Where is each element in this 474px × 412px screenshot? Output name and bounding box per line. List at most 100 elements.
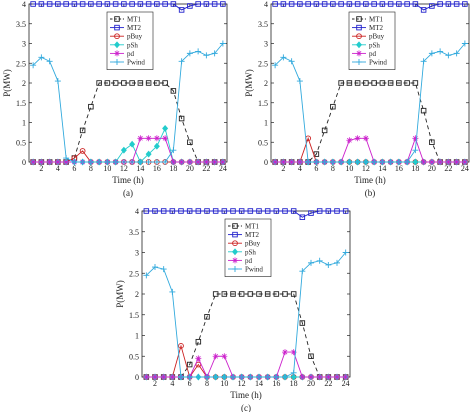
data-point-pwind <box>299 268 306 275</box>
y-tick-label: 0.5 <box>129 352 139 361</box>
legend-label-mt2: MT2 <box>369 24 384 32</box>
data-point-pwind <box>354 159 361 165</box>
data-point-pd <box>354 135 361 142</box>
legend-marker-psh <box>232 248 238 256</box>
y-tick-label: 3 <box>135 249 139 258</box>
y-axis-label: P(MW) <box>2 69 12 97</box>
legend-marker-pbuy <box>114 33 120 40</box>
data-point-mt1 <box>371 80 377 86</box>
data-point-mt2 <box>316 208 323 214</box>
x-tick-label: 16 <box>395 164 403 173</box>
data-point-psh <box>412 158 419 166</box>
data-point-pwind <box>282 374 288 380</box>
data-point-pd <box>178 159 185 165</box>
data-point-mt2 <box>282 208 288 214</box>
data-point-mt2 <box>55 1 61 7</box>
data-point-pwind <box>338 159 345 165</box>
data-point-psh <box>145 150 152 158</box>
legend-label-mt2: MT2 <box>245 231 260 239</box>
data-point-mt2 <box>396 1 402 7</box>
data-point-pd <box>437 159 444 165</box>
data-point-pwind <box>63 155 70 162</box>
legend-label-pbuy: pBuy <box>369 33 385 41</box>
data-point-mt2 <box>154 1 160 7</box>
y-tick-label: 0 <box>135 373 139 382</box>
data-point-pwind <box>212 374 219 380</box>
data-point-mt2 <box>203 1 210 7</box>
data-point-mt2 <box>38 1 45 7</box>
data-point-mt1 <box>387 80 394 86</box>
data-point-mt1 <box>178 115 185 122</box>
data-point-mt1 <box>412 80 419 86</box>
data-point-mt2 <box>462 1 468 7</box>
data-point-mt1 <box>256 291 262 297</box>
data-point-mt2 <box>330 1 336 7</box>
data-point-pwind <box>420 58 427 65</box>
data-point-mt2 <box>162 1 168 7</box>
data-point-mt1 <box>145 80 152 86</box>
data-point-pwind <box>203 52 210 59</box>
y-tick-label: 0.5 <box>258 138 268 147</box>
data-point-pd <box>412 135 419 142</box>
series-line-mt2 <box>146 210 346 218</box>
data-point-mt2 <box>313 1 320 7</box>
legend-label-psh: pSh <box>127 41 138 49</box>
data-point-pd <box>296 159 303 165</box>
y-tick-label: 0 <box>264 158 268 167</box>
data-point-mt2 <box>88 1 94 7</box>
data-point-mt1 <box>247 291 254 297</box>
legend-marker-psh <box>356 41 362 49</box>
x-tick-label: 12 <box>362 164 370 173</box>
data-point-mt2 <box>195 208 202 214</box>
data-point-pd <box>195 159 202 165</box>
data-point-pwind <box>221 374 228 380</box>
legend-label-psh: pSh <box>369 41 380 49</box>
legend-marker-pwind <box>232 266 238 272</box>
legend-marker-pd <box>356 50 362 57</box>
data-point-pwind <box>321 159 328 165</box>
data-point-mt2 <box>178 208 184 214</box>
data-point-pwind <box>195 374 202 380</box>
y-tick-label: 1 <box>22 119 26 128</box>
data-point-pwind <box>71 159 78 165</box>
data-point-mt2 <box>169 208 176 214</box>
data-point-mt1 <box>354 80 361 86</box>
chart-panel-1: 00.511.522.533.542 4 6 8 10 12 14 16 18 20 22 24Tim… <box>2 0 228 198</box>
data-point-pwind <box>404 159 411 165</box>
data-point-mt2 <box>211 1 218 7</box>
data-point-mt2 <box>342 208 349 214</box>
data-point-psh <box>162 124 169 132</box>
data-point-pwind <box>178 374 184 380</box>
data-point-pwind <box>371 159 378 165</box>
data-point-mt1 <box>170 88 177 94</box>
data-point-mt1 <box>204 314 210 320</box>
data-point-pwind <box>412 147 419 154</box>
data-point-mt1 <box>162 80 168 86</box>
data-point-pwind <box>334 259 340 266</box>
data-point-mt1 <box>273 291 280 297</box>
data-point-mt1 <box>321 127 328 134</box>
legend-marker-mt2 <box>356 24 362 31</box>
panel-label: (a) <box>123 188 133 198</box>
series-line-mt2 <box>275 3 465 11</box>
legend-label-pwind: Pwind <box>245 266 263 274</box>
data-point-pd <box>54 159 61 165</box>
data-point-mt1 <box>96 80 102 86</box>
data-point-mt2 <box>325 208 332 214</box>
data-point-psh <box>153 142 160 150</box>
x-tick-label: 14 <box>378 164 386 173</box>
data-point-mt2 <box>290 208 297 214</box>
data-point-mt1 <box>238 291 245 297</box>
legend-label-pwind: Pwind <box>127 59 145 67</box>
data-point-pd <box>342 374 349 380</box>
x-axis-label: Time (h) <box>354 175 385 185</box>
legend-label-pbuy: pBuy <box>127 33 143 41</box>
data-point-mt1 <box>112 80 119 86</box>
data-point-pd <box>308 374 314 380</box>
data-point-pd <box>420 159 427 165</box>
data-point-pwind <box>395 159 402 165</box>
data-point-pd <box>38 159 45 165</box>
x-tick-label: 24 <box>219 164 227 173</box>
data-point-mt2 <box>404 1 410 7</box>
